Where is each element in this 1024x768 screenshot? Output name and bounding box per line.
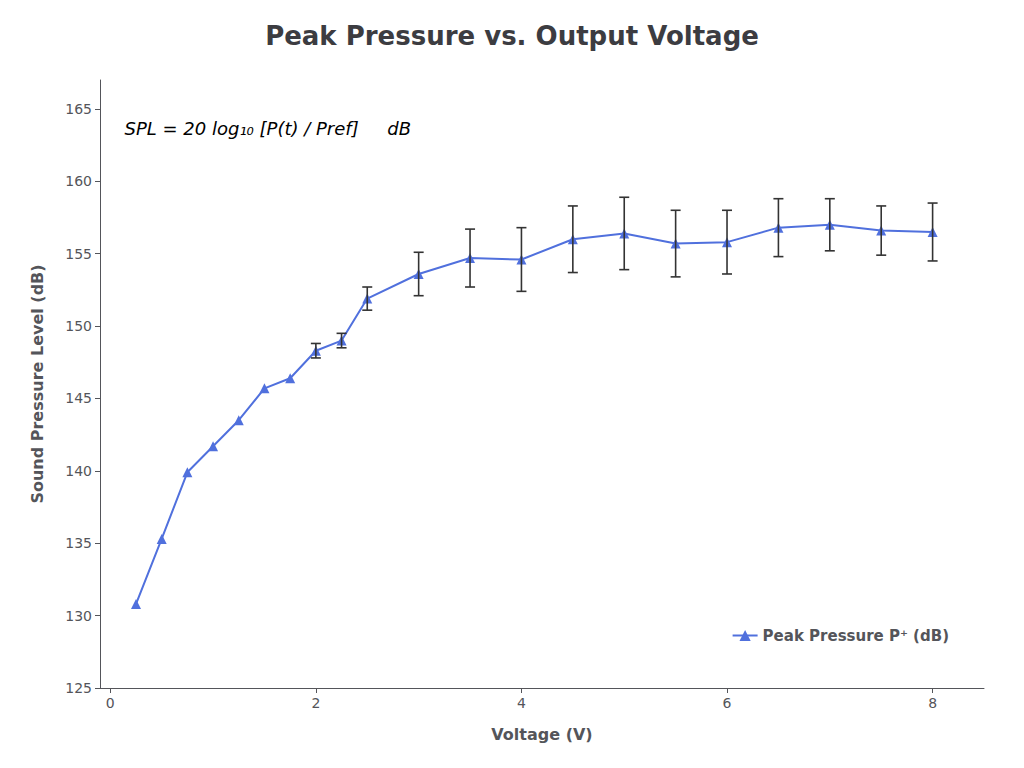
- svg-text:135: 135: [65, 535, 92, 551]
- svg-text:140: 140: [65, 463, 92, 479]
- svg-text:130: 130: [65, 608, 92, 624]
- svg-text:150: 150: [65, 318, 92, 334]
- svg-text:Peak Pressure P⁺ (dB): Peak Pressure P⁺ (dB): [763, 627, 949, 645]
- svg-text:155: 155: [65, 246, 92, 262]
- svg-text:8: 8: [928, 695, 937, 711]
- svg-text:160: 160: [65, 173, 92, 189]
- svg-text:165: 165: [65, 101, 92, 117]
- svg-text:2: 2: [311, 695, 320, 711]
- svg-text:145: 145: [65, 390, 92, 406]
- svg-text:Sound Pressure Level (dB): Sound Pressure Level (dB): [28, 264, 47, 503]
- svg-text:Voltage (V): Voltage (V): [491, 725, 592, 744]
- svg-text:125: 125: [65, 680, 92, 696]
- svg-text:SPL = 20 log₁₀ [P(t) / Pref]: SPL = 20 log₁₀ [P(t) / Pref] dB: [124, 118, 411, 139]
- svg-text:4: 4: [517, 695, 526, 711]
- svg-text:0: 0: [106, 695, 115, 711]
- svg-text:Peak Pressure vs. Output Volta: Peak Pressure vs. Output Voltage: [265, 21, 759, 51]
- svg-text:6: 6: [723, 695, 732, 711]
